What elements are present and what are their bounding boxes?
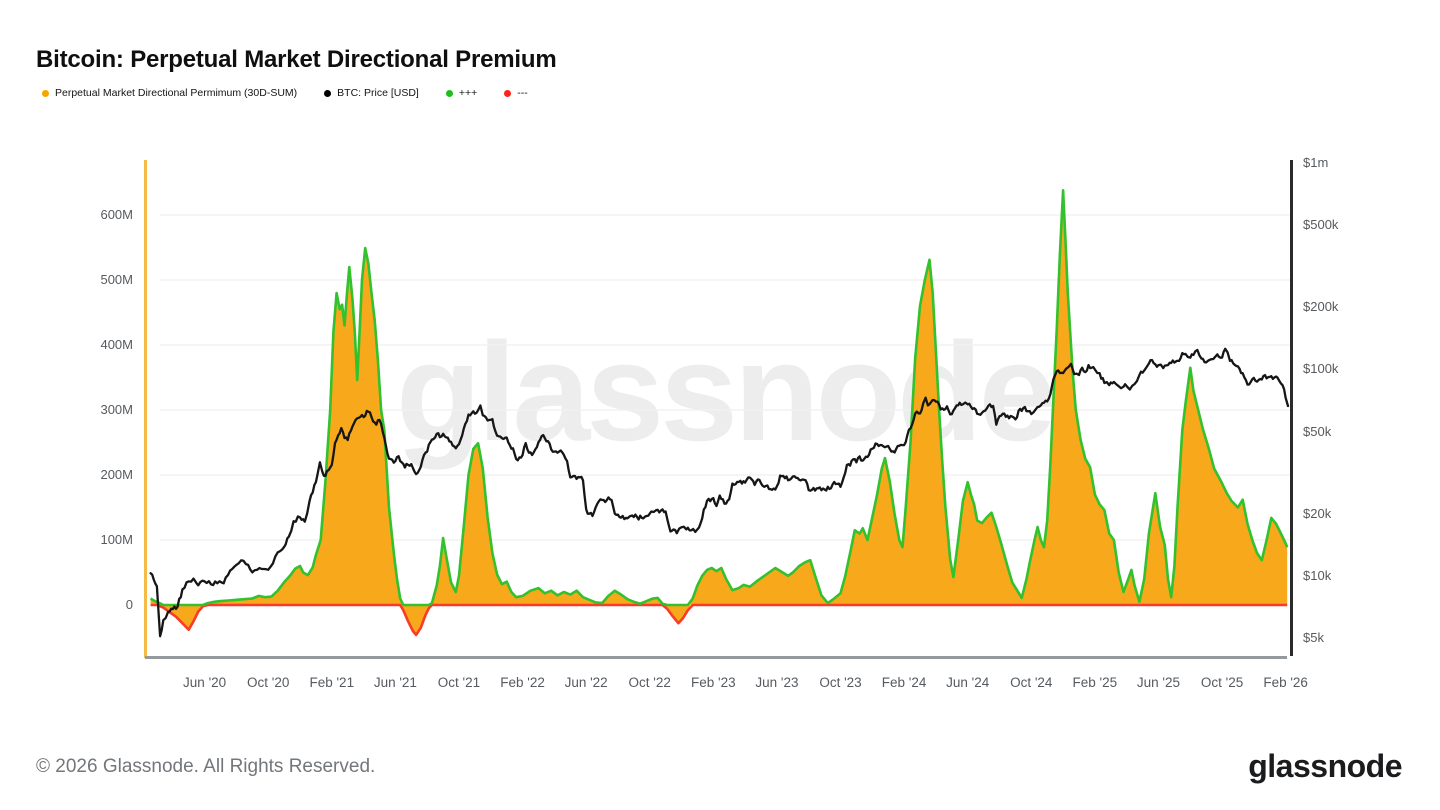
btc-price-line — [149, 347, 1290, 638]
premium-negative-line — [150, 603, 1288, 637]
x-axis-label: Oct '25 — [1200, 675, 1244, 690]
legend-item-label: BTC: Price [USD] — [337, 87, 419, 99]
x-axis-label: Jun '24 — [946, 675, 990, 690]
x-axis-label: Feb '22 — [500, 675, 545, 690]
y-axis-label-left: 300M — [100, 402, 133, 417]
bottom-axis-line — [145, 656, 1287, 659]
chart-legend: Perpetual Market Directional Permimum (3… — [42, 87, 528, 99]
copyright-text: © 2026 Glassnode. All Rights Reserved. — [36, 756, 376, 777]
y-axis-label-right: $50k — [1303, 423, 1332, 439]
right-axis-line — [1290, 160, 1293, 656]
x-axis-label: Feb '24 — [881, 675, 927, 690]
page-title: Bitcoin: Perpetual Market Directional Pr… — [36, 46, 557, 74]
y-axis-label-right: $100k — [1303, 361, 1339, 377]
legend-item-premium[interactable]: Perpetual Market Directional Permimum (3… — [42, 87, 297, 99]
premium-positive-line — [149, 189, 1289, 607]
premium-area — [150, 190, 1288, 635]
x-axis-label: Oct '24 — [1010, 675, 1053, 690]
y-axis-label-left: 200M — [100, 467, 133, 482]
x-axis-label: Jun '25 — [1136, 675, 1181, 690]
x-axis-label: Oct '23 — [819, 675, 862, 690]
glassnode-logo: glassnode — [1248, 748, 1402, 784]
legend-dot-icon — [42, 89, 49, 97]
plot-area[interactable] — [145, 160, 1292, 658]
x-axis-label: Oct '21 — [437, 675, 481, 690]
legend-dot-icon — [504, 89, 512, 97]
y-axis-label-left: 0 — [125, 597, 133, 613]
legend-item-positive[interactable]: +++ — [445, 87, 478, 99]
y-axis-label-left: 600M — [100, 206, 133, 222]
legend-item-label: --- — [517, 87, 528, 99]
y-axis-label-right: $5k — [1303, 629, 1324, 645]
x-axis-label: Feb '21 — [309, 675, 355, 690]
x-axis-label: Oct '20 — [247, 675, 290, 690]
y-axis-label-right: $20k — [1303, 505, 1332, 521]
y-axis-label-left: 100M — [100, 532, 133, 548]
x-axis-label: Feb '25 — [1072, 675, 1118, 690]
left-axis-line — [144, 160, 147, 658]
x-axis-label: Jun '21 — [373, 675, 417, 690]
x-axis-label: Jun '22 — [564, 675, 608, 690]
x-axis-label: Oct '22 — [628, 675, 671, 690]
legend-item-label: Perpetual Market Directional Permimum (3… — [55, 87, 298, 99]
x-axis-label: Jun '23 — [755, 675, 799, 690]
legend-dot-icon — [324, 89, 332, 97]
y-axis-label-right: $500k — [1303, 217, 1339, 233]
y-axis-label-right: $1m — [1303, 155, 1329, 171]
y-axis-label-left: 500M — [100, 271, 133, 287]
legend-item-btc-price[interactable]: BTC: Price [USD] — [324, 87, 419, 99]
x-axis-label: Jun '20 — [183, 675, 227, 690]
legend-item-label: +++ — [458, 87, 478, 99]
y-axis-label-right: $10k — [1303, 567, 1332, 583]
y-axis-label-right: $200k — [1303, 299, 1339, 315]
x-axis-label: Feb '23 — [691, 675, 736, 690]
y-axis-label-left: 400M — [100, 337, 133, 352]
x-axis-label: Feb '26 — [1263, 675, 1308, 690]
legend-dot-icon — [445, 89, 453, 97]
legend-item-negative[interactable]: --- — [504, 87, 528, 99]
